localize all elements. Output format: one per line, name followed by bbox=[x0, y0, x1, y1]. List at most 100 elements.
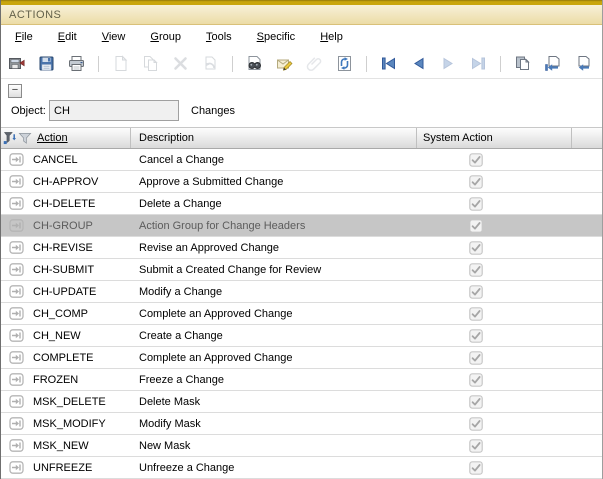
menu-help[interactable]: Help bbox=[311, 28, 352, 46]
system-action-cell bbox=[417, 413, 572, 434]
description-cell: Action Group for Change Headers bbox=[131, 215, 417, 236]
export-icon bbox=[8, 55, 25, 72]
column-header-system-action[interactable]: System Action bbox=[417, 128, 572, 148]
undo-button bbox=[201, 54, 220, 73]
action-cell: UNFREEZE bbox=[31, 457, 131, 478]
system-action-cell bbox=[417, 435, 572, 456]
column-header-empty bbox=[572, 128, 602, 148]
open-record-cell[interactable] bbox=[1, 259, 31, 280]
toolbar bbox=[1, 49, 602, 79]
table-row[interactable]: FROZENFreeze a Change bbox=[1, 369, 602, 391]
action-cell: CH-APPROV bbox=[31, 171, 131, 192]
goto-previous-block-button[interactable] bbox=[573, 54, 592, 73]
multi-sort-icon[interactable] bbox=[3, 131, 17, 145]
menu-tools[interactable]: Tools bbox=[197, 28, 241, 46]
menu-edit[interactable]: Edit bbox=[49, 28, 86, 46]
open-record-icon bbox=[9, 197, 24, 210]
open-record-icon bbox=[9, 241, 24, 254]
refresh-button[interactable] bbox=[335, 54, 354, 73]
open-record-cell[interactable] bbox=[1, 391, 31, 412]
titlebar-accent-strip bbox=[1, 0, 602, 5]
open-record-icon bbox=[9, 373, 24, 386]
menu-group[interactable]: Group bbox=[141, 28, 190, 46]
object-input[interactable] bbox=[49, 100, 179, 121]
open-record-icon bbox=[9, 439, 24, 452]
open-record-cell[interactable] bbox=[1, 215, 31, 236]
checked-checkbox-icon bbox=[469, 241, 483, 255]
export-button[interactable] bbox=[7, 54, 26, 73]
print-button[interactable] bbox=[67, 54, 86, 73]
open-record-icon bbox=[9, 351, 24, 364]
menu-file[interactable]: File bbox=[6, 28, 42, 46]
table-row[interactable]: MSK_DELETEDelete Mask bbox=[1, 391, 602, 413]
system-action-cell bbox=[417, 325, 572, 346]
action-cell: CH_COMP bbox=[31, 303, 131, 324]
description-cell: New Mask bbox=[131, 435, 417, 456]
description-cell: Unfreeze a Change bbox=[131, 457, 417, 478]
action-cell: CANCEL bbox=[31, 149, 131, 170]
table-row[interactable]: CH-GROUPAction Group for Change Headers bbox=[1, 215, 602, 237]
system-action-cell bbox=[417, 347, 572, 368]
filter-icon[interactable] bbox=[18, 131, 32, 145]
first-record-button[interactable] bbox=[379, 54, 398, 73]
empty-cell bbox=[572, 435, 602, 456]
open-record-icon bbox=[9, 153, 24, 166]
open-record-icon bbox=[9, 219, 24, 232]
goto-first-block-icon bbox=[544, 55, 561, 72]
table-row[interactable]: COMPLETEComplete an Approved Change bbox=[1, 347, 602, 369]
find-button[interactable] bbox=[245, 54, 264, 73]
table-row[interactable]: CANCELCancel a Change bbox=[1, 149, 602, 171]
open-record-cell[interactable] bbox=[1, 149, 31, 170]
description-cell: Delete a Change bbox=[131, 193, 417, 214]
action-cell: CH_NEW bbox=[31, 325, 131, 346]
open-record-cell[interactable] bbox=[1, 171, 31, 192]
system-action-cell bbox=[417, 369, 572, 390]
save-button[interactable] bbox=[37, 54, 56, 73]
table-row[interactable]: CH-APPROVApprove a Submitted Change bbox=[1, 171, 602, 193]
collapse-panel-button[interactable]: − bbox=[8, 84, 22, 98]
open-record-cell[interactable] bbox=[1, 193, 31, 214]
column-header-action[interactable]: Action bbox=[1, 128, 131, 148]
open-record-cell[interactable] bbox=[1, 281, 31, 302]
empty-cell bbox=[572, 281, 602, 302]
menu-view[interactable]: View bbox=[93, 28, 135, 46]
system-action-cell bbox=[417, 193, 572, 214]
table-row[interactable]: CH-SUBMITSubmit a Created Change for Rev… bbox=[1, 259, 602, 281]
copy-record-button[interactable] bbox=[513, 54, 532, 73]
attachment-icon bbox=[306, 55, 323, 72]
table-row[interactable]: MSK_MODIFYModify Mask bbox=[1, 413, 602, 435]
empty-cell bbox=[572, 457, 602, 478]
open-record-cell[interactable] bbox=[1, 369, 31, 390]
open-record-icon bbox=[9, 461, 24, 474]
next-record-icon bbox=[440, 55, 457, 72]
menu-specific[interactable]: Specific bbox=[248, 28, 305, 46]
table-row[interactable]: CH_NEWCreate a Change bbox=[1, 325, 602, 347]
table-row[interactable]: CH-REVISERevise an Approved Change bbox=[1, 237, 602, 259]
previous-record-button[interactable] bbox=[409, 54, 428, 73]
open-record-cell[interactable] bbox=[1, 457, 31, 478]
table-row[interactable]: CH-UPDATEModify a Change bbox=[1, 281, 602, 303]
table-row[interactable]: CH-DELETEDelete a Change bbox=[1, 193, 602, 215]
object-label: Object: bbox=[11, 105, 46, 117]
edit-note-button[interactable] bbox=[275, 54, 294, 73]
empty-cell bbox=[572, 369, 602, 390]
checked-checkbox-icon bbox=[469, 285, 483, 299]
open-record-cell[interactable] bbox=[1, 435, 31, 456]
goto-first-block-button[interactable] bbox=[543, 54, 562, 73]
column-header-description[interactable]: Description bbox=[131, 128, 417, 148]
table-row[interactable]: UNFREEZEUnfreeze a Change bbox=[1, 457, 602, 479]
delete-button bbox=[171, 54, 190, 73]
open-record-cell[interactable] bbox=[1, 325, 31, 346]
open-record-cell[interactable] bbox=[1, 237, 31, 258]
table-row[interactable]: CH_COMPComplete an Approved Change bbox=[1, 303, 602, 325]
open-record-icon bbox=[9, 285, 24, 298]
open-record-cell[interactable] bbox=[1, 303, 31, 324]
empty-cell bbox=[572, 149, 602, 170]
description-cell: Revise an Approved Change bbox=[131, 237, 417, 258]
open-record-cell[interactable] bbox=[1, 347, 31, 368]
open-record-icon bbox=[9, 307, 24, 320]
open-record-cell[interactable] bbox=[1, 413, 31, 434]
toolbar-separator bbox=[500, 56, 501, 72]
toolbar-separator bbox=[366, 56, 367, 72]
table-row[interactable]: MSK_NEWNew Mask bbox=[1, 435, 602, 457]
